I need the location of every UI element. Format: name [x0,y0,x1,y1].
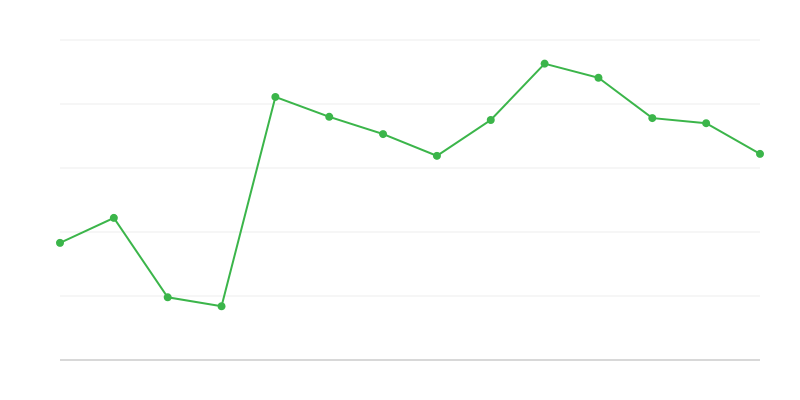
data-point [486,116,495,124]
data-point [217,302,226,311]
data-point [594,73,603,82]
data-point [109,213,118,222]
data-point [702,119,711,128]
data-point [271,92,280,101]
data-point [756,149,764,158]
data-point [648,114,657,123]
data-point [163,293,172,302]
data-point [379,130,388,139]
data-point [56,238,64,247]
data-point [540,59,549,68]
data-line [59,62,761,308]
data-point [432,151,441,160]
data-point [325,112,334,121]
